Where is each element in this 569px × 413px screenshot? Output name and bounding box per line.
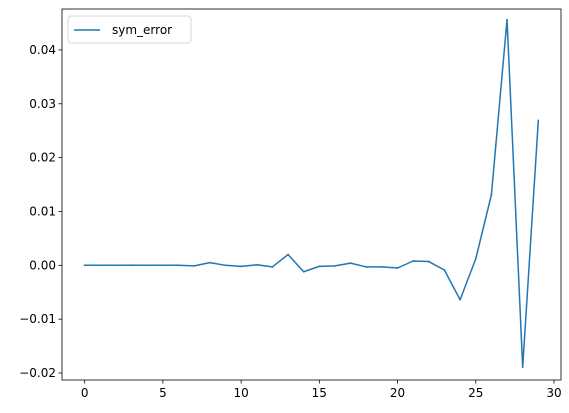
- x-tick-label: 10: [233, 386, 248, 400]
- x-tick-label: 5: [159, 386, 167, 400]
- data-point: [224, 264, 227, 267]
- legend-box: [67, 15, 192, 44]
- y-tick-label: −0.01: [19, 312, 56, 326]
- data-point: [146, 264, 149, 267]
- y-tick-label: 0.00: [29, 258, 56, 272]
- y-tick-label: −0.02: [19, 366, 56, 380]
- legend: sym_error: [67, 15, 192, 44]
- y-tick-label: 0.04: [29, 43, 56, 57]
- data-point: [318, 265, 321, 268]
- x-tick-label: 25: [468, 386, 483, 400]
- data-point: [506, 18, 508, 21]
- data-point: [193, 264, 196, 267]
- data-point: [349, 262, 352, 265]
- x-tick-label: 15: [312, 386, 327, 400]
- y-tick-label: 0.01: [29, 204, 56, 218]
- x-tick-label: 20: [390, 386, 405, 400]
- data-point: [208, 261, 211, 264]
- data-point: [412, 260, 415, 262]
- y-tick-label: 0.03: [29, 97, 56, 111]
- legend-label: sym_error: [112, 23, 172, 37]
- data-point: [255, 263, 258, 266]
- data-point: [537, 119, 540, 122]
- axis-ticks: 0 5 10 15 20 25 30 −0.02 −0.01 0.00 0.01 0.02 0.03 0.…: [19, 43, 561, 400]
- data-point: [521, 366, 524, 368]
- x-tick-label: 30: [546, 386, 561, 400]
- data-point: [365, 266, 368, 268]
- series-line-sym-error: [84, 19, 540, 368]
- data-point: [130, 264, 133, 267]
- data-point: [240, 265, 243, 268]
- data-point: [490, 193, 493, 196]
- data-point: [334, 264, 336, 267]
- data-point: [99, 264, 102, 267]
- data-point: [287, 253, 289, 256]
- data-point: [396, 267, 399, 269]
- data-point: [474, 257, 477, 260]
- data-point: [302, 270, 305, 273]
- y-tick-label: 0.02: [29, 151, 56, 165]
- data-point: [115, 264, 117, 267]
- data-point: [443, 269, 446, 272]
- data-point: [83, 264, 86, 267]
- data-point: [161, 264, 164, 267]
- data-point: [459, 298, 462, 301]
- axes-frame: [61, 8, 562, 381]
- data-point: [177, 264, 180, 267]
- data-point: [427, 260, 430, 263]
- data-point: [380, 266, 383, 268]
- x-tick-label: 0: [81, 386, 89, 400]
- plot-area: [83, 18, 540, 368]
- data-point: [271, 266, 274, 268]
